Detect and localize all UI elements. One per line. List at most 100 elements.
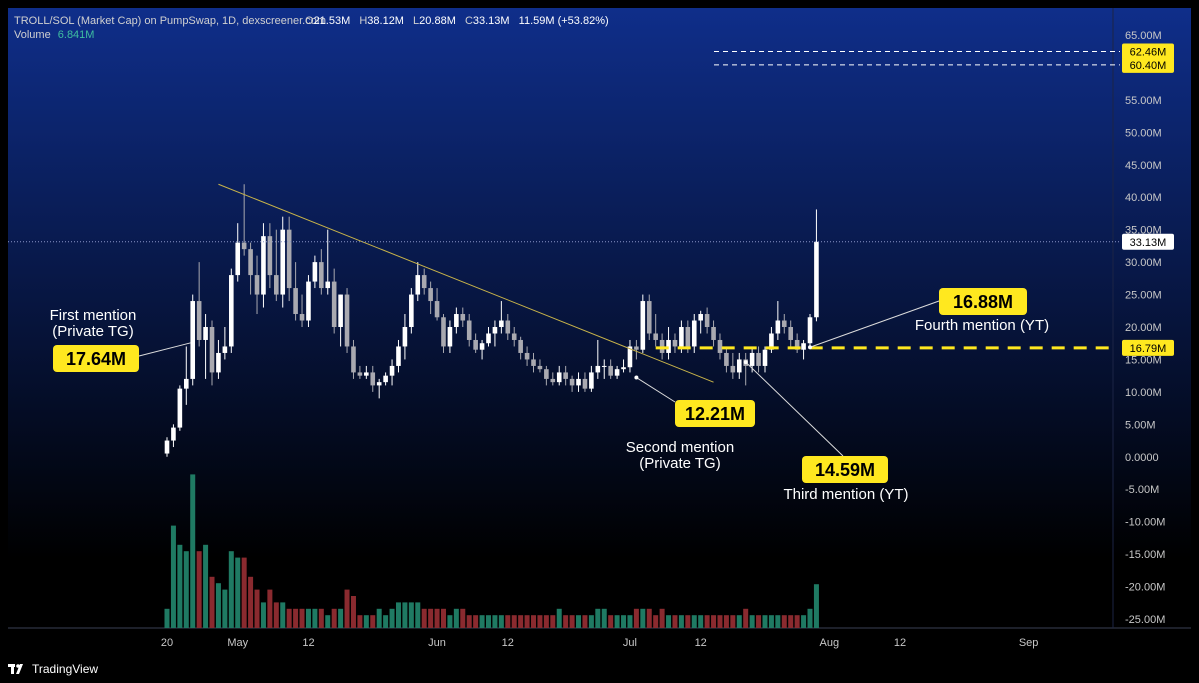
annotation-leader-line (745, 361, 844, 457)
candle-body (325, 281, 331, 289)
candle-body (537, 365, 543, 370)
candle-body (601, 365, 607, 367)
volume-bar (177, 544, 183, 628)
candle-body (183, 378, 189, 389)
volume-bar (479, 615, 485, 628)
volume-bar (383, 615, 389, 628)
annotation-callout-box (675, 400, 755, 427)
candle-body (434, 301, 440, 318)
volume-bar (453, 608, 459, 628)
candle-body (402, 327, 408, 347)
volume-bar (434, 608, 440, 628)
candle-body (447, 327, 453, 347)
candle-body (736, 359, 742, 373)
candle-body (653, 333, 658, 340)
volume-bar (794, 615, 800, 628)
candle-body (299, 314, 305, 321)
x-tick-label: Aug (820, 637, 840, 649)
volume-bar (357, 615, 363, 628)
volume-readout: Volume 6.841M (14, 29, 94, 41)
candle-body (634, 346, 639, 350)
candle-body (466, 320, 472, 340)
annotation-leader-line (138, 341, 193, 357)
volume-bar (350, 596, 356, 628)
annotation-value-label: 16.88M (953, 292, 1013, 312)
volume-bar (550, 615, 556, 628)
volume-bar (473, 615, 479, 628)
candle-body (730, 365, 736, 373)
volume-bar (698, 615, 704, 628)
volume-bar (576, 615, 582, 628)
candle-body (486, 333, 491, 344)
candle-body (608, 365, 613, 376)
candle-body (203, 327, 208, 340)
tradingview-logo-icon (8, 663, 26, 675)
y-tick-label: 65.00M (1125, 30, 1162, 42)
volume-bar (260, 602, 266, 628)
candle-body (499, 320, 504, 327)
annotation-text-line: (Private TG) (52, 323, 133, 340)
volume-bar (203, 544, 209, 628)
candle-body (409, 294, 414, 327)
candle-body (775, 320, 781, 334)
annotation-callout-box (802, 456, 888, 483)
x-tick-label: May (227, 637, 248, 649)
price-label-box (1122, 43, 1174, 60)
candle-body (756, 352, 761, 366)
volume-bar (768, 615, 774, 628)
annotation-leader-line (809, 300, 940, 348)
candle-body (646, 301, 652, 334)
candle-body (627, 346, 633, 368)
high-label: H (359, 15, 367, 27)
volume-bar (190, 474, 196, 628)
volume-bar (614, 615, 620, 628)
candle-body (396, 346, 401, 366)
volume-bar (164, 608, 170, 628)
price-label-text: 16.79M (1130, 343, 1167, 355)
y-tick-label: 40.00M (1125, 192, 1162, 204)
volume-bar (723, 615, 729, 628)
candle-body (222, 346, 228, 353)
x-tick-label: Jul (623, 637, 637, 649)
volume-bar (588, 615, 594, 628)
y-tick-label: 5.00M (1125, 419, 1156, 431)
volume-bar (338, 608, 344, 628)
candle-body (595, 365, 601, 373)
candle-body (177, 388, 183, 428)
candle-body (351, 346, 356, 373)
annotation-text: First mention (Private TG) (50, 307, 137, 340)
candle-body (171, 427, 176, 441)
annotation-value-label: 17.64M (66, 349, 126, 369)
annotation-text-line: Third mention (YT) (783, 486, 908, 503)
volume-bar (813, 584, 819, 628)
volume-bar (736, 615, 742, 628)
annotation-text-line: Fourth mention (YT) (915, 317, 1049, 334)
volume-bar (505, 615, 511, 628)
candle-body (274, 275, 279, 295)
candle-body (286, 229, 292, 289)
candle-body (672, 339, 678, 347)
annotation-text: Second mention (Private TG) (626, 439, 734, 472)
annotation-value-label: 12.21M (685, 404, 745, 424)
candle-body (698, 314, 703, 321)
x-tick-label: 12 (302, 637, 314, 649)
volume-bar (756, 615, 762, 628)
candle-body (209, 327, 215, 373)
annotation-callout-box (939, 288, 1027, 315)
annotation-anchor-point (743, 360, 748, 365)
candle-body (749, 352, 755, 366)
volume-bar (518, 615, 524, 628)
price-label-text: 60.40M (1130, 60, 1167, 72)
volume-bar (691, 615, 697, 628)
candle-body (331, 281, 337, 327)
annotation-text-line: Second mention (626, 439, 734, 456)
annotation-value-label: 14.59M (815, 460, 875, 480)
change-value: 11.59M (+53.82%) (519, 15, 609, 27)
candle-body (428, 288, 433, 302)
candle-body (312, 262, 318, 282)
annotation-anchor-point (808, 345, 812, 350)
candle-body (376, 382, 382, 386)
y-tick-label: -5.00M (1125, 484, 1159, 496)
volume-bar (421, 608, 427, 628)
